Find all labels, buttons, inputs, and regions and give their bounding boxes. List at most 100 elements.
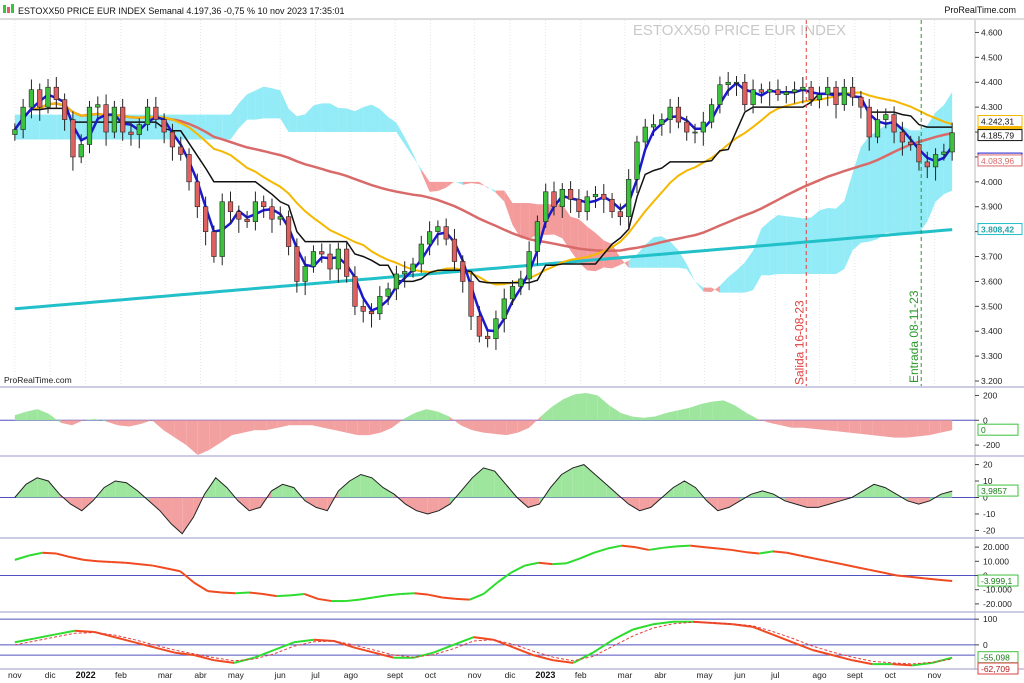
osc-area-segment — [334, 420, 347, 433]
osc-line-segment — [453, 636, 474, 646]
cloud-segment — [728, 270, 737, 293]
candle-body — [319, 251, 325, 255]
osc-area-segment — [872, 420, 884, 437]
candle-body — [800, 86, 806, 91]
candle — [767, 81, 773, 106]
osc-area-segment — [126, 482, 138, 498]
osc-area-segment — [746, 412, 758, 421]
osc-area-segment — [349, 474, 361, 498]
cloud-segment — [48, 114, 57, 140]
osc-line-segment — [253, 649, 275, 659]
osc-line-segment — [759, 550, 774, 555]
cloud-segment — [462, 181, 472, 185]
candle-body — [28, 89, 35, 108]
oscillator-pane-4: 100 0 -55,098-62,709 — [0, 614, 1019, 675]
source-label: ProRealTime.com — [944, 5, 1016, 15]
osc-area-segment — [266, 420, 278, 431]
candle-body — [675, 106, 682, 123]
price-badge-value: 4.242,31 — [981, 117, 1014, 127]
candle-body — [742, 81, 748, 105]
candle-body — [534, 221, 541, 252]
osc-area-segment — [529, 416, 541, 428]
candle-body — [236, 211, 242, 220]
osc-line-segment — [249, 591, 264, 595]
ma-long-line — [14, 228, 953, 311]
cloud-segment — [222, 114, 231, 140]
candle — [932, 148, 939, 181]
candle — [128, 121, 134, 146]
osc-badge-box — [977, 662, 1019, 675]
candle — [37, 83, 43, 121]
candle-body — [858, 96, 864, 108]
candle-body — [385, 288, 391, 297]
candle-body — [169, 131, 176, 148]
cloud-segment — [230, 103, 239, 140]
candle-body — [518, 278, 524, 287]
osc-area-segment — [552, 399, 564, 421]
osc-line-segment — [592, 638, 614, 654]
candle — [136, 118, 142, 149]
candle — [709, 98, 715, 129]
candle — [526, 241, 532, 291]
osc-tick-label: -10 — [983, 509, 996, 519]
osc-area-segment — [357, 420, 370, 436]
osc-area-segment — [312, 420, 324, 428]
osc-line-segment — [94, 631, 115, 639]
candle-body — [327, 253, 333, 270]
candle — [825, 77, 831, 106]
osc-badge-box — [977, 484, 1019, 497]
candle — [70, 111, 76, 171]
time-tick-label: abr — [194, 670, 206, 680]
candle — [924, 151, 930, 179]
osc-area-segment — [700, 401, 713, 421]
candle-body — [261, 201, 267, 208]
candle — [908, 135, 914, 151]
osc-area-segment — [751, 490, 763, 498]
candle — [45, 79, 51, 114]
candle-body — [626, 179, 632, 217]
price-tick-label: 3.700 — [981, 252, 1003, 262]
candle — [850, 77, 856, 106]
osc-line-segment — [634, 546, 650, 551]
time-tick-label: sept — [847, 670, 864, 680]
candle — [816, 86, 823, 109]
candle — [144, 98, 151, 131]
candle-body — [816, 94, 823, 100]
oscillator-panes: 2000-200020100-10-203,985720.00010.0000-… — [0, 390, 1019, 675]
candle — [543, 183, 549, 228]
price-tick-label: 3.900 — [981, 202, 1003, 212]
osc-line-segment — [166, 567, 181, 573]
osc-area-segment — [289, 420, 301, 426]
price-tick-label: 4.300 — [981, 102, 1003, 112]
cloud-segment — [802, 217, 812, 274]
osc-area-segment — [874, 484, 886, 498]
candle — [476, 306, 482, 343]
candle-body — [592, 193, 599, 198]
osc-area-segment — [243, 420, 255, 433]
osc-area-segment — [460, 420, 473, 431]
candle-body — [825, 86, 831, 95]
cloud-segment — [31, 114, 40, 140]
cloud-segment — [653, 236, 662, 268]
osc-line-segment — [924, 577, 939, 581]
candle — [551, 181, 557, 216]
candle-body — [601, 193, 607, 200]
osc-area-segment — [860, 420, 873, 436]
candle — [576, 189, 582, 218]
exit-signal-label: Salida 16-08-23 — [792, 300, 806, 385]
osc-line-segment — [800, 554, 815, 560]
candle-body — [841, 86, 847, 105]
candle — [617, 203, 623, 226]
candle — [609, 193, 615, 218]
osc-area-segment — [106, 420, 118, 426]
candle-body — [70, 119, 76, 158]
price-pane: 4.6004.5004.4004.3004.2004.1004.0003.900… — [4, 20, 1023, 386]
price-badge-value: 3.808,42 — [981, 225, 1014, 235]
osc-tick-label: 0 — [983, 640, 988, 650]
candle — [153, 96, 159, 129]
candle-body — [410, 263, 416, 272]
candle — [285, 210, 292, 256]
entry-signal-label: Entrada 08-11-23 — [907, 290, 921, 383]
cloud-segment — [238, 94, 248, 129]
cloud-segment — [495, 190, 505, 202]
